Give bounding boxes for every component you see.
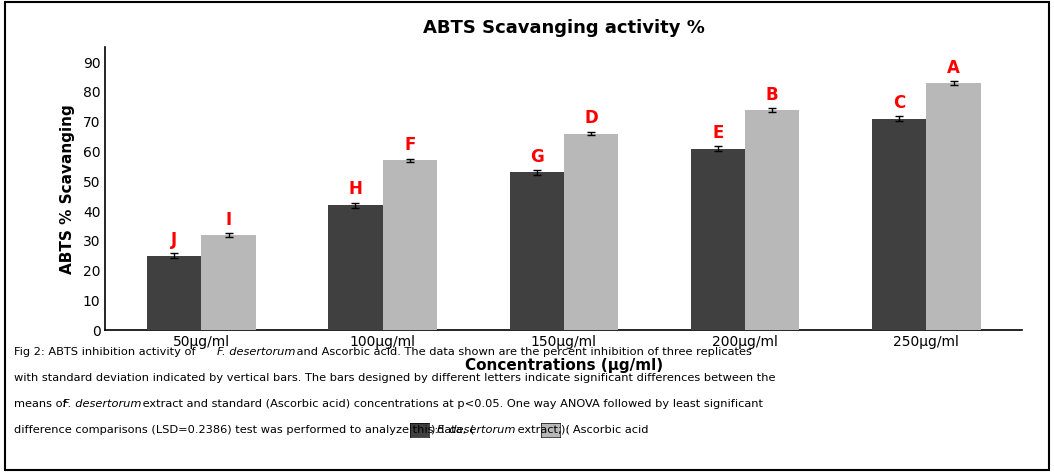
Title: ABTS Scavanging activity %: ABTS Scavanging activity % xyxy=(423,19,705,37)
Text: extract; (: extract; ( xyxy=(514,425,570,435)
Text: means of: means of xyxy=(14,399,70,409)
Text: B: B xyxy=(766,85,779,103)
Text: F: F xyxy=(404,136,415,154)
Bar xyxy=(201,235,256,330)
Bar xyxy=(690,149,745,330)
Text: ): Ascorbic acid: ): Ascorbic acid xyxy=(561,425,648,435)
Bar xyxy=(383,160,437,330)
Text: C: C xyxy=(893,94,905,112)
Text: F. desertorum: F. desertorum xyxy=(63,399,141,409)
Text: F. desertorum: F. desertorum xyxy=(217,347,295,357)
Text: difference comparisons (LSD=0.2386) test was performed to analyze this data, (: difference comparisons (LSD=0.2386) test… xyxy=(14,425,474,435)
Bar xyxy=(328,205,383,330)
Bar xyxy=(872,119,926,330)
Bar xyxy=(509,172,564,330)
Text: with standard deviation indicated by vertical bars. The bars designed by differe: with standard deviation indicated by ver… xyxy=(14,373,775,383)
Bar xyxy=(745,110,800,330)
Text: extract and standard (Ascorbic acid) concentrations at p<0.05. One way ANOVA fol: extract and standard (Ascorbic acid) con… xyxy=(139,399,763,409)
Text: J: J xyxy=(171,231,177,249)
Text: G: G xyxy=(530,148,544,166)
Text: I: I xyxy=(226,211,232,229)
Text: and Ascorbic acid. The data shown are the percent inhibition of three replicates: and Ascorbic acid. The data shown are th… xyxy=(293,347,752,357)
Text: A: A xyxy=(948,59,960,77)
Y-axis label: ABTS % Scavanging: ABTS % Scavanging xyxy=(60,104,75,274)
Bar xyxy=(564,134,619,330)
Text: Fig 2: ABTS inhibition activity of: Fig 2: ABTS inhibition activity of xyxy=(14,347,199,357)
Text: D: D xyxy=(584,110,598,127)
Text: F. desertorum: F. desertorum xyxy=(437,425,515,435)
Text: ):: ): xyxy=(430,425,438,435)
Text: E: E xyxy=(713,124,724,142)
Bar xyxy=(926,83,980,330)
Bar xyxy=(148,256,201,330)
X-axis label: Concentrations (μg/ml): Concentrations (μg/ml) xyxy=(465,358,663,372)
Text: H: H xyxy=(349,180,363,198)
